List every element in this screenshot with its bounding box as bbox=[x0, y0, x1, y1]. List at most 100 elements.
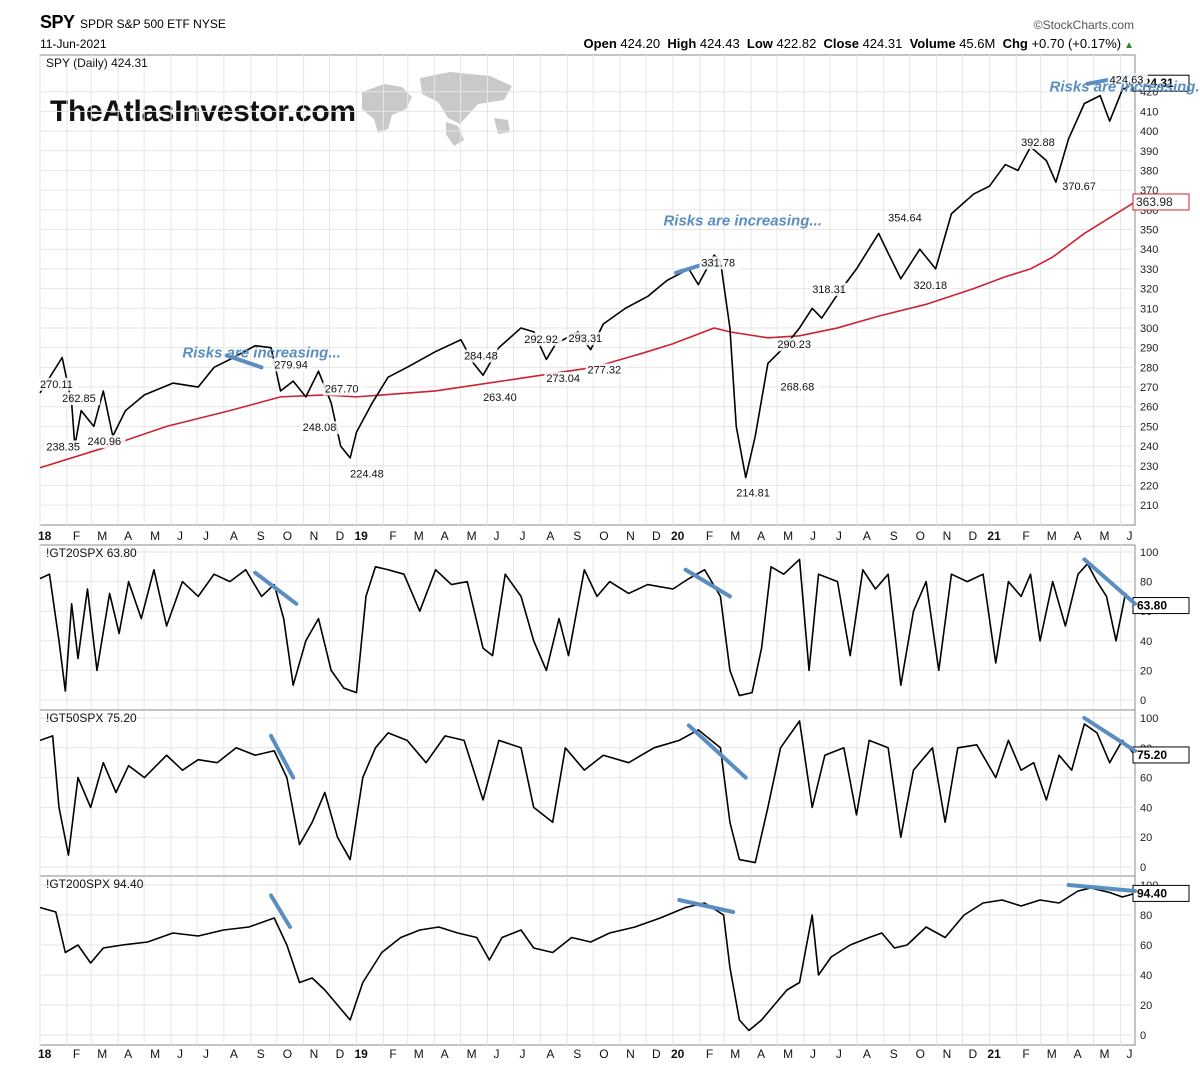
y-tick-label: 20 bbox=[1140, 665, 1152, 677]
data-label-bg bbox=[734, 486, 775, 500]
x-tick-label: M bbox=[97, 529, 107, 543]
x-tick-label: S bbox=[573, 1047, 581, 1061]
x-tick-label: M bbox=[467, 1047, 477, 1061]
y-tick-label: 220 bbox=[1140, 480, 1158, 492]
data-label-bg bbox=[544, 372, 585, 386]
data-label: 263.40 bbox=[483, 392, 517, 404]
series-line bbox=[39, 720, 1136, 864]
trend-line-annotation bbox=[677, 898, 736, 914]
data-label-bg bbox=[1019, 136, 1060, 150]
annotation-text: Risks are increasing... bbox=[1050, 79, 1200, 96]
trend-line-annotation bbox=[1066, 883, 1137, 893]
x-tick-label: D bbox=[336, 529, 345, 543]
x-tick-label: 18 bbox=[38, 1047, 52, 1061]
y-tick-label: 60 bbox=[1140, 773, 1152, 785]
data-label-bg bbox=[38, 377, 78, 391]
last-value-label: 94.40 bbox=[1137, 886, 1167, 900]
x-tick-label: D bbox=[652, 1047, 661, 1061]
chart-header: SPY SPDR S&P 500 ETF NYSE 11-Jun-2021 ©S… bbox=[0, 0, 1200, 54]
stockcharts-logo[interactable]: ©StockCharts.com bbox=[1033, 18, 1134, 32]
x-tick-label: J bbox=[177, 529, 183, 543]
trend-line-annotation bbox=[269, 893, 293, 929]
y-tick-label: 390 bbox=[1140, 146, 1158, 158]
x-tick-label: O bbox=[599, 529, 608, 543]
y-tick-label: 40 bbox=[1140, 636, 1152, 648]
x-tick-label: O bbox=[599, 1047, 608, 1061]
up-arrow-icon: ▲ bbox=[1124, 40, 1134, 51]
data-label: 354.64 bbox=[888, 212, 922, 224]
low-label: Low bbox=[746, 36, 773, 51]
trend-line-annotation bbox=[253, 570, 299, 606]
x-tick-label: N bbox=[943, 1047, 952, 1061]
x-tick-label: F bbox=[1022, 1047, 1029, 1061]
x-tick-label: M bbox=[150, 1047, 160, 1061]
chg-value: +0.70 (+0.17%) bbox=[1031, 36, 1122, 51]
trend-line-annotation bbox=[1082, 557, 1137, 606]
data-label: 290.23 bbox=[777, 339, 811, 351]
panel-frame bbox=[39, 875, 1136, 1046]
y-tick-label: 40 bbox=[1140, 970, 1152, 982]
x-tick-label: N bbox=[310, 529, 319, 543]
data-label-bg bbox=[699, 256, 740, 270]
chg-label: Chg bbox=[1002, 36, 1028, 51]
x-tick-label: A bbox=[863, 529, 871, 543]
x-tick-label: A bbox=[230, 1047, 238, 1061]
x-tick-label: J bbox=[519, 1047, 525, 1061]
data-label: 270.11 bbox=[40, 379, 73, 391]
data-label-bg bbox=[300, 421, 341, 435]
x-tick-label: J bbox=[203, 529, 209, 543]
security-name: SPDR S&P 500 ETF NYSE bbox=[80, 17, 226, 31]
y-tick-label: 310 bbox=[1140, 303, 1158, 315]
data-label-bg bbox=[522, 332, 563, 346]
y-tick-label: 100 bbox=[1140, 713, 1158, 725]
close-label: Close bbox=[823, 36, 859, 51]
x-tick-label: F bbox=[73, 529, 80, 543]
data-label-bg bbox=[60, 392, 101, 406]
data-label: 320.18 bbox=[913, 280, 947, 292]
y-tick-label: 230 bbox=[1140, 461, 1158, 473]
x-tick-label: O bbox=[283, 1047, 292, 1061]
x-tick-label: O bbox=[283, 529, 292, 543]
data-label: 277.32 bbox=[588, 365, 622, 377]
x-tick-label: N bbox=[943, 529, 952, 543]
trend-line-annotation bbox=[686, 723, 748, 780]
x-tick-label: S bbox=[573, 529, 581, 543]
data-label: 370.67 bbox=[1062, 181, 1096, 193]
y-tick-label: 270 bbox=[1140, 382, 1158, 394]
x-tick-label: 18 bbox=[38, 529, 52, 543]
y-tick-label: 20 bbox=[1140, 1000, 1152, 1012]
open-label: Open bbox=[583, 36, 617, 51]
data-label-bg bbox=[778, 380, 819, 394]
data-label: 424.63 bbox=[1110, 75, 1144, 87]
x-tick-label: J bbox=[810, 529, 816, 543]
x-tick-label: F bbox=[706, 529, 713, 543]
y-tick-label: 0 bbox=[1140, 1030, 1146, 1042]
data-label: 267.70 bbox=[325, 384, 359, 396]
x-tick-label: F bbox=[73, 1047, 80, 1061]
y-tick-label: 100 bbox=[1140, 547, 1158, 559]
x-tick-label: A bbox=[863, 1047, 871, 1061]
x-tick-label: D bbox=[652, 529, 661, 543]
x-tick-label: J bbox=[810, 1047, 816, 1061]
y-tick-label: 60 bbox=[1140, 940, 1152, 952]
x-tick-label: A bbox=[441, 1047, 449, 1061]
x-tick-label: 19 bbox=[354, 529, 368, 543]
x-tick-label: M bbox=[150, 529, 160, 543]
x-tick-label: D bbox=[969, 1047, 978, 1061]
x-tick-label: M bbox=[730, 1047, 740, 1061]
ma-value-tag bbox=[1132, 193, 1190, 211]
x-tick-label: M bbox=[730, 529, 740, 543]
y-tick-label: 80 bbox=[1140, 577, 1152, 589]
x-tick-label: A bbox=[1074, 529, 1082, 543]
data-label-bg bbox=[272, 358, 313, 372]
data-label: 293.31 bbox=[569, 333, 603, 345]
annotation-text: Risks are increasing... bbox=[182, 344, 340, 361]
data-label: 238.35 bbox=[46, 441, 80, 453]
x-tick-label: J bbox=[203, 1047, 209, 1061]
trend-line-annotation bbox=[224, 353, 264, 370]
x-tick-label: M bbox=[414, 529, 424, 543]
x-tick-label: A bbox=[124, 529, 132, 543]
data-label: 318.31 bbox=[812, 284, 846, 296]
data-label: 273.04 bbox=[546, 373, 580, 385]
